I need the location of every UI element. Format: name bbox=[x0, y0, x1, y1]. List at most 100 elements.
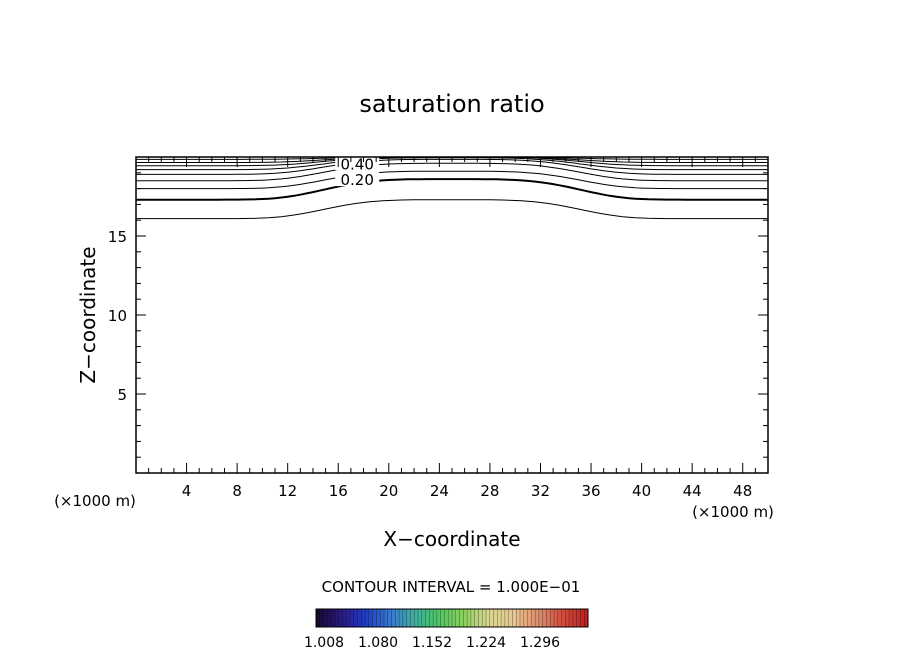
colorbar-stripe bbox=[557, 609, 562, 627]
colorbar-tick-label: 1.080 bbox=[358, 635, 398, 651]
colorbar-tick-label: 1.152 bbox=[412, 635, 452, 651]
colorbar-stripe bbox=[414, 609, 419, 627]
colorbar-stripe bbox=[474, 609, 479, 627]
colorbar-stripe bbox=[452, 609, 457, 627]
colorbar-stripe bbox=[421, 609, 426, 627]
colorbar-stripe bbox=[520, 609, 525, 627]
colorbar-stripe bbox=[478, 609, 483, 627]
colorbar-stripe bbox=[470, 609, 476, 627]
x-tick-label: 4 bbox=[182, 482, 192, 500]
colorbar-stripe bbox=[387, 609, 392, 627]
x-axis-unit: (×1000 m) bbox=[692, 503, 774, 521]
colorbar-stripe bbox=[489, 609, 494, 627]
contour-label: 0.20 bbox=[340, 171, 373, 189]
colorbar-stripe bbox=[402, 609, 408, 627]
x-tick-label: 32 bbox=[531, 482, 550, 500]
colorbar-stripe bbox=[538, 609, 544, 627]
colorbar-stripe bbox=[550, 609, 555, 627]
colorbar-stripe bbox=[565, 609, 570, 627]
colorbar-stripe bbox=[319, 609, 324, 627]
colorbar-frame bbox=[315, 608, 589, 628]
colorbar-stripe bbox=[410, 609, 415, 627]
contour-lines bbox=[136, 156, 768, 220]
y-tick-label: 5 bbox=[117, 386, 127, 404]
colorbar-stripe bbox=[531, 609, 536, 627]
contour-interval-text: CONTOUR INTERVAL = 1.000E−01 bbox=[322, 578, 581, 596]
x-tick-label: 36 bbox=[581, 482, 600, 500]
colorbar-stripe bbox=[357, 609, 362, 627]
colorbar-stripe bbox=[584, 609, 589, 627]
colorbar-stripe bbox=[482, 609, 487, 627]
colorbar-stripe bbox=[463, 609, 468, 627]
contour-line-2 bbox=[136, 178, 768, 201]
colorbar-stripe bbox=[535, 609, 540, 627]
y-axis-unit: (×1000 m) bbox=[54, 492, 136, 510]
colorbar-tick-label: 1.296 bbox=[520, 635, 560, 651]
colorbar-stripe bbox=[440, 609, 445, 627]
colorbar-stripe bbox=[455, 609, 460, 627]
colorbar-stripe bbox=[338, 609, 343, 627]
colorbar-stripe bbox=[429, 609, 434, 627]
contour-label-bg bbox=[335, 156, 380, 171]
colorbar bbox=[315, 608, 589, 628]
colorbar-stripe bbox=[399, 609, 404, 627]
colorbar-stripe bbox=[561, 609, 566, 627]
plot-frame bbox=[135, 156, 769, 474]
colorbar-tick-label: 1.008 bbox=[304, 635, 344, 651]
colorbar-stripe bbox=[425, 609, 430, 627]
contour-label: 0.40 bbox=[340, 155, 373, 173]
colorbar-stripe bbox=[569, 609, 574, 627]
contour-line-4 bbox=[136, 162, 768, 182]
colorbar-stripe bbox=[350, 609, 355, 627]
contour-line-1 bbox=[136, 199, 768, 220]
colorbar-stripe bbox=[376, 609, 381, 627]
colorbar-stripe bbox=[523, 609, 528, 627]
colorbar-stripe bbox=[508, 609, 513, 627]
x-tick-label: 48 bbox=[733, 482, 752, 500]
colorbar-stripe bbox=[546, 609, 551, 627]
colorbar-stripe bbox=[554, 609, 559, 627]
colorbar-stripe bbox=[501, 609, 506, 627]
colorbar-stripe bbox=[380, 609, 385, 627]
colorbar-stripe bbox=[346, 609, 351, 627]
colorbar-stripe bbox=[331, 609, 336, 627]
colorbar-stripe bbox=[504, 609, 510, 627]
colorbar-stripe bbox=[418, 609, 423, 627]
colorbar-stripe bbox=[444, 609, 449, 627]
colorbar-tick-label: 1.224 bbox=[466, 635, 506, 651]
colorbar-stripe bbox=[512, 609, 517, 627]
chart-title: saturation ratio bbox=[359, 90, 544, 118]
colorbar-labels: 1.008 1.080 1.152 1.224 1.296 bbox=[304, 635, 560, 651]
colorbar-stripe bbox=[365, 609, 370, 627]
colorbar-stripe bbox=[486, 609, 491, 627]
colorbar-stripe bbox=[395, 609, 400, 627]
colorbar-stripe bbox=[527, 609, 532, 627]
colorbar-stripe bbox=[433, 609, 438, 627]
x-tick-label: 8 bbox=[232, 482, 242, 500]
y-tick-label: 15 bbox=[108, 228, 127, 246]
colorbar-stripe bbox=[467, 609, 472, 627]
colorbar-stripe bbox=[436, 609, 442, 627]
y-axis-ticks: 5 10 15 bbox=[108, 172, 768, 458]
colorbar-stripe bbox=[353, 609, 358, 627]
colorbar-stripe bbox=[497, 609, 502, 627]
x-tick-label: 16 bbox=[329, 482, 348, 500]
x-axis-ticks: 4 8 12 16 20 24 28 32 36 40 44 48 bbox=[148, 157, 756, 500]
colorbar-stripe bbox=[334, 609, 340, 627]
colorbar-stripe bbox=[323, 609, 328, 627]
contour-labels: 0.400.20 bbox=[335, 155, 380, 189]
y-axis-label: Z−coordinate bbox=[76, 246, 100, 383]
x-tick-label: 20 bbox=[379, 482, 398, 500]
colorbar-stripe bbox=[516, 609, 521, 627]
colorbar-stripe bbox=[342, 609, 347, 627]
colorbar-stripe bbox=[327, 609, 332, 627]
colorbar-stripe bbox=[580, 609, 585, 627]
colorbar-stripe bbox=[576, 609, 581, 627]
colorbar-stripe bbox=[406, 609, 411, 627]
x-tick-label: 44 bbox=[683, 482, 702, 500]
x-tick-label: 24 bbox=[430, 482, 449, 500]
colorbar-stripe bbox=[391, 609, 396, 627]
colorbar-stripe bbox=[384, 609, 389, 627]
colorbar-stripe bbox=[372, 609, 377, 627]
